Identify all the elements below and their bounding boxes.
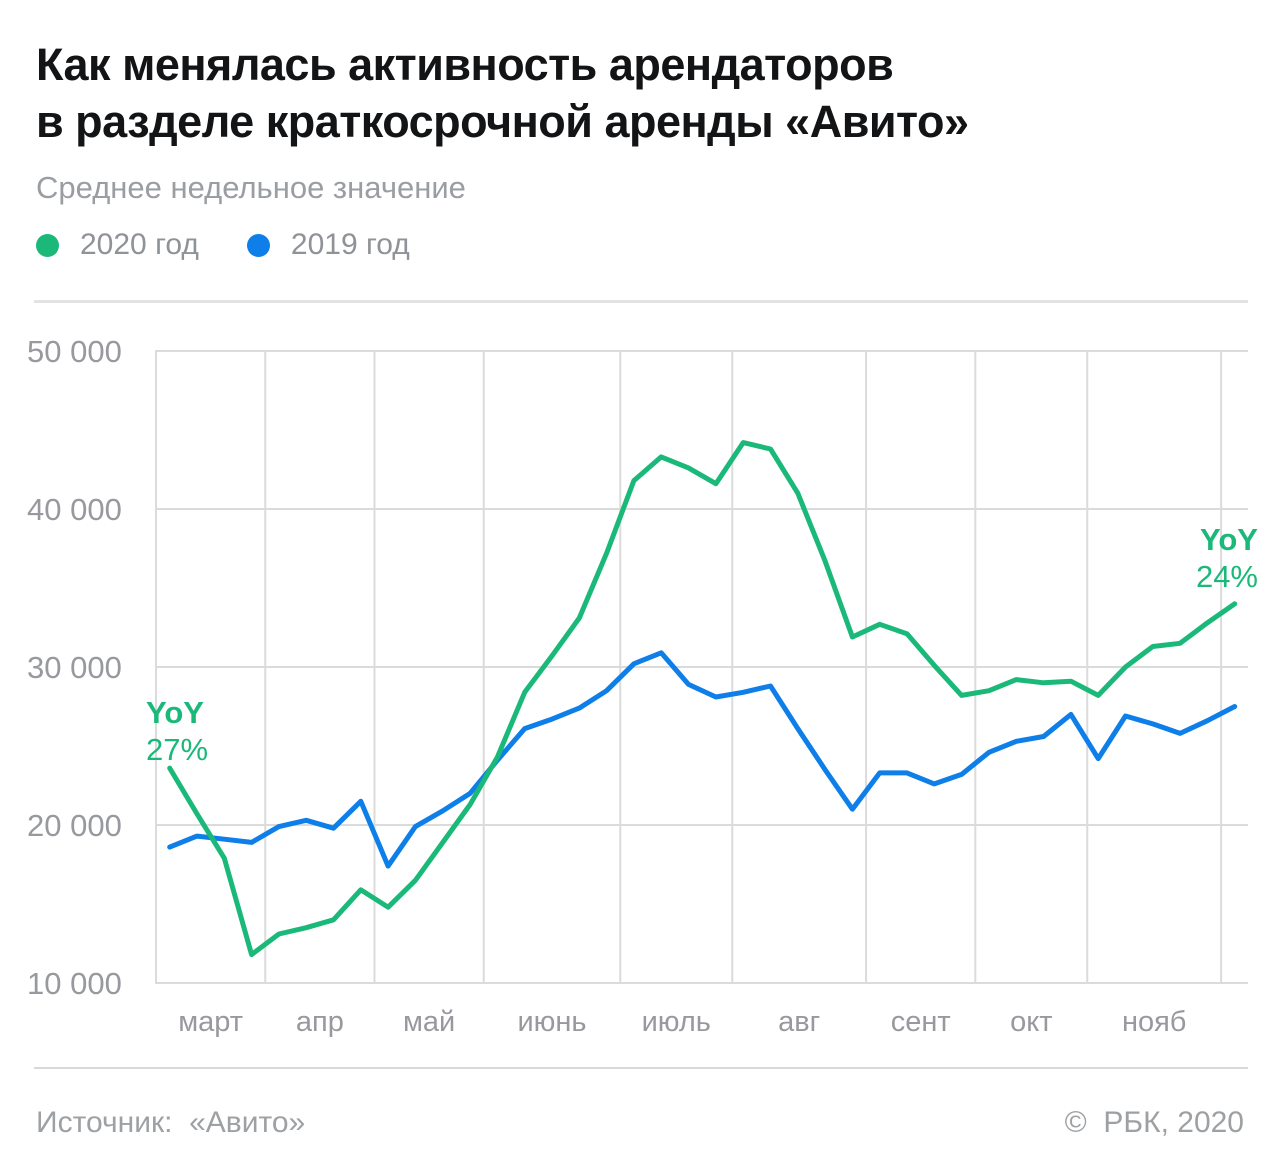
legend-label-2020: 2020 год (80, 228, 199, 261)
legend-dot-2019-icon (246, 233, 270, 257)
y-axis-tick-label: 40 000 (27, 492, 122, 527)
x-axis-month-label: авг (778, 1006, 820, 1038)
page-title-line-2: в разделе краткосрочной аренды «Авито» (36, 96, 969, 147)
legend-label-2019: 2019 год (290, 228, 410, 261)
source-caption: Источник: «Авито» (36, 1106, 306, 1139)
y-axis-tick-label: 20 000 (27, 808, 122, 843)
annotation-yoy-end: YoY 24% (1196, 521, 1258, 595)
legend-item-2020: 2020 год (36, 228, 199, 262)
x-axis-month-label: окт (1010, 1006, 1052, 1038)
copyright-caption: © РБК, 2020 (1064, 1106, 1244, 1139)
separator-bottom (34, 1067, 1248, 1069)
x-axis-month-label: июнь (517, 1006, 586, 1038)
x-axis-month-label: март (178, 1006, 243, 1038)
annotation-yoy-start-value: 27% (146, 732, 209, 767)
y-axis-tick-label: 10 000 (27, 966, 122, 1001)
y-axis-tick-label: 50 000 (27, 334, 122, 369)
x-axis-month-label: май (403, 1006, 455, 1038)
annotation-yoy-start-label: YoY (146, 695, 204, 730)
x-axis-month-label: нояб (1122, 1006, 1186, 1038)
page-title-line-1: Как менялась активность арендаторов (36, 39, 894, 90)
series-line-2020-год (167, 440, 1238, 958)
chart-subtitle: Среднее недельное значение (36, 170, 466, 205)
series-line-2019-год (167, 650, 1238, 869)
x-axis-month-label: июль (642, 1006, 711, 1038)
separator-top (34, 300, 1248, 303)
x-axis-month-label: сент (891, 1006, 951, 1038)
legend-item-2019: 2019 год (246, 228, 410, 262)
annotation-yoy-end-value: 24% (1195, 559, 1258, 594)
annotation-yoy-end-label: YoY (1200, 522, 1258, 557)
x-axis-month-label: апр (296, 1006, 344, 1038)
annotation-yoy-start: YoY 27% (146, 694, 208, 768)
legend-dot-2020-icon (36, 233, 59, 257)
chart-legend: 2020 год 2019 год (36, 228, 458, 262)
y-axis-tick-label: 30 000 (27, 650, 122, 685)
page-title: Как менялась активность арендаторов в ра… (36, 36, 969, 150)
